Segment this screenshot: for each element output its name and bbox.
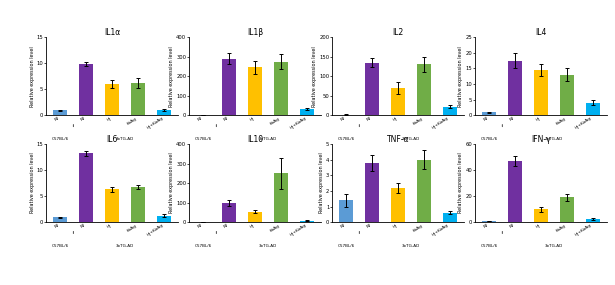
Bar	[365, 62, 379, 115]
Title: IL1β: IL1β	[247, 28, 263, 37]
Bar	[157, 110, 171, 115]
Text: C57BL/6: C57BL/6	[338, 137, 355, 141]
Text: 3xTG-AD: 3xTG-AD	[402, 137, 420, 141]
Bar	[248, 68, 262, 115]
Bar	[222, 203, 236, 222]
Bar	[131, 187, 145, 222]
Bar	[508, 161, 522, 222]
Y-axis label: Relative expression level: Relative expression level	[458, 153, 464, 213]
Bar	[534, 209, 548, 222]
Text: 3xTG-AD: 3xTG-AD	[259, 137, 277, 141]
Text: C57BL/6: C57BL/6	[195, 244, 212, 248]
Bar	[105, 84, 119, 115]
Y-axis label: Relative expression level: Relative expression level	[30, 46, 34, 107]
Bar	[391, 88, 405, 115]
Text: 3xTG-AD: 3xTG-AD	[402, 244, 420, 248]
Bar	[248, 211, 262, 222]
Title: IL4: IL4	[536, 28, 547, 37]
Bar	[54, 217, 68, 222]
Y-axis label: Relative expression level: Relative expression level	[319, 153, 324, 213]
Bar	[585, 103, 600, 115]
Bar	[534, 70, 548, 115]
Bar	[105, 190, 119, 222]
Bar	[157, 215, 171, 222]
Text: C57BL/6: C57BL/6	[481, 244, 498, 248]
Bar	[365, 163, 379, 222]
Bar	[131, 83, 145, 115]
Text: C57BL/6: C57BL/6	[481, 137, 498, 141]
Bar	[560, 75, 574, 115]
Title: IL1α: IL1α	[104, 28, 120, 37]
Text: 3xTG-AD: 3xTG-AD	[545, 137, 563, 141]
Bar	[339, 200, 354, 222]
Title: IL2: IL2	[392, 28, 403, 37]
Y-axis label: Relative expression level: Relative expression level	[169, 153, 174, 213]
Bar	[508, 61, 522, 115]
Text: 3xTG-AD: 3xTG-AD	[116, 137, 134, 141]
Bar	[300, 109, 314, 115]
Bar	[417, 64, 431, 115]
Text: 3xTG-AD: 3xTG-AD	[545, 244, 563, 248]
Bar	[585, 219, 600, 222]
Y-axis label: Relative expression level: Relative expression level	[312, 46, 317, 107]
Y-axis label: Relative expression level: Relative expression level	[30, 153, 34, 213]
Text: C57BL/6: C57BL/6	[195, 137, 212, 141]
Bar	[79, 153, 93, 222]
Title: IL10: IL10	[247, 135, 263, 144]
Title: TNF-α: TNF-α	[387, 135, 410, 144]
Bar	[300, 221, 314, 222]
Bar	[274, 173, 288, 222]
Bar	[443, 107, 457, 115]
Title: IFN-γ: IFN-γ	[531, 135, 551, 144]
Y-axis label: Relative expression level: Relative expression level	[169, 46, 174, 107]
Text: C57BL/6: C57BL/6	[52, 137, 69, 141]
Title: IL6: IL6	[106, 135, 117, 144]
Bar	[417, 160, 431, 222]
Text: C57BL/6: C57BL/6	[52, 244, 69, 248]
Bar	[391, 188, 405, 222]
Bar	[274, 62, 288, 115]
Bar	[222, 59, 236, 115]
Bar	[482, 112, 496, 115]
Bar	[79, 64, 93, 115]
Y-axis label: Relative expression level: Relative expression level	[458, 46, 464, 107]
Bar	[443, 213, 457, 222]
Text: C57BL/6: C57BL/6	[338, 244, 355, 248]
Bar	[54, 110, 68, 115]
Bar	[482, 221, 496, 222]
Bar	[560, 198, 574, 222]
Text: 3xTG-AD: 3xTG-AD	[259, 244, 277, 248]
Text: 3xTG-AD: 3xTG-AD	[116, 244, 134, 248]
